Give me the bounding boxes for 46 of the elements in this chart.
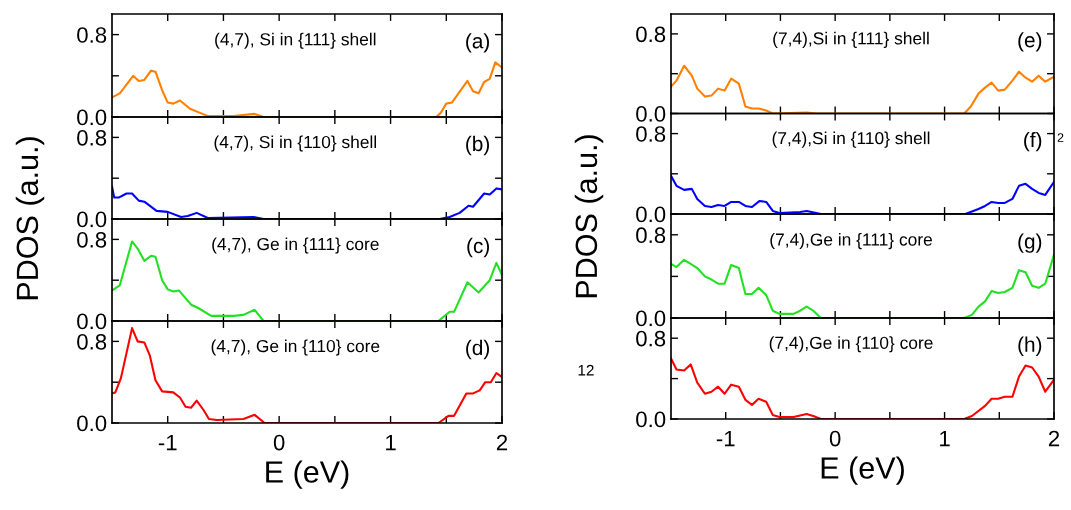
y-tick-label: 0.8	[636, 26, 666, 43]
x-tick-label: -1	[158, 434, 177, 451]
annotation: (b)	[466, 135, 490, 156]
annotation: (d)	[466, 339, 490, 360]
annotation: (7,4),Si in {111} shell	[773, 31, 929, 48]
text: 12	[578, 364, 594, 376]
y-tick-label: 0.0	[636, 206, 666, 223]
y-tick-label: 0.0	[77, 211, 107, 228]
annotation: (4,7), Ge in {110} core	[211, 339, 380, 356]
annotation: (7,4),Si in {110} shell	[772, 131, 930, 148]
x-axis-title: E (eV)	[266, 460, 349, 489]
annotation: (4,7), Ge in {111} core	[212, 237, 379, 254]
y-tick-label: 0.8	[77, 231, 107, 248]
y-tick-label: 0.0	[77, 313, 107, 330]
annotation: (7,4),Ge in {111} core	[770, 232, 932, 250]
annotation: (g)	[1018, 233, 1042, 253]
annotation: (7,4),Ge in {110} core	[769, 336, 933, 353]
y-tick-label: 0.8	[77, 129, 107, 146]
y-tick-label: 0.8	[636, 227, 666, 244]
annotation: (4,7), Si in {111} shell	[215, 32, 376, 49]
annotation: (h)	[1018, 336, 1042, 356]
y-tick-label: 0.8	[77, 333, 107, 350]
y-tick-label: 0.0	[77, 109, 107, 126]
y-tick-label: 0.0	[636, 106, 666, 122]
x-axis-title: E (eV)	[821, 456, 904, 485]
x-tick-label: 1	[940, 430, 950, 447]
y-tick-label: 0.8	[636, 126, 666, 142]
annotation: (e)	[1018, 32, 1042, 52]
x-tick-label: 2	[496, 434, 508, 451]
x-tick-label: 1	[386, 434, 396, 451]
y-tick-label: 0.8	[636, 330, 666, 347]
annotation: (a)	[466, 33, 490, 53]
y-axis-title: PDOS (a.u.)	[15, 137, 45, 300]
y-tick-label: 0.8	[77, 27, 107, 43]
x-tick-label: 0	[273, 434, 285, 451]
annotation: (4,7), Si in {110} shell	[214, 135, 377, 152]
text: 2	[1057, 133, 1064, 142]
x-tick-label: -1	[716, 430, 735, 447]
y-tick-label: 0.0	[636, 310, 666, 327]
y-tick-label: 0.0	[77, 415, 107, 432]
annotation: (c)	[467, 237, 490, 258]
x-tick-label: 0	[829, 430, 841, 447]
y-tick-label: 0.0	[636, 411, 666, 428]
annotation: (f)	[1024, 131, 1042, 152]
y-axis-title: PDOS (a.u.)	[574, 135, 604, 298]
x-tick-label: 2	[1048, 430, 1060, 447]
